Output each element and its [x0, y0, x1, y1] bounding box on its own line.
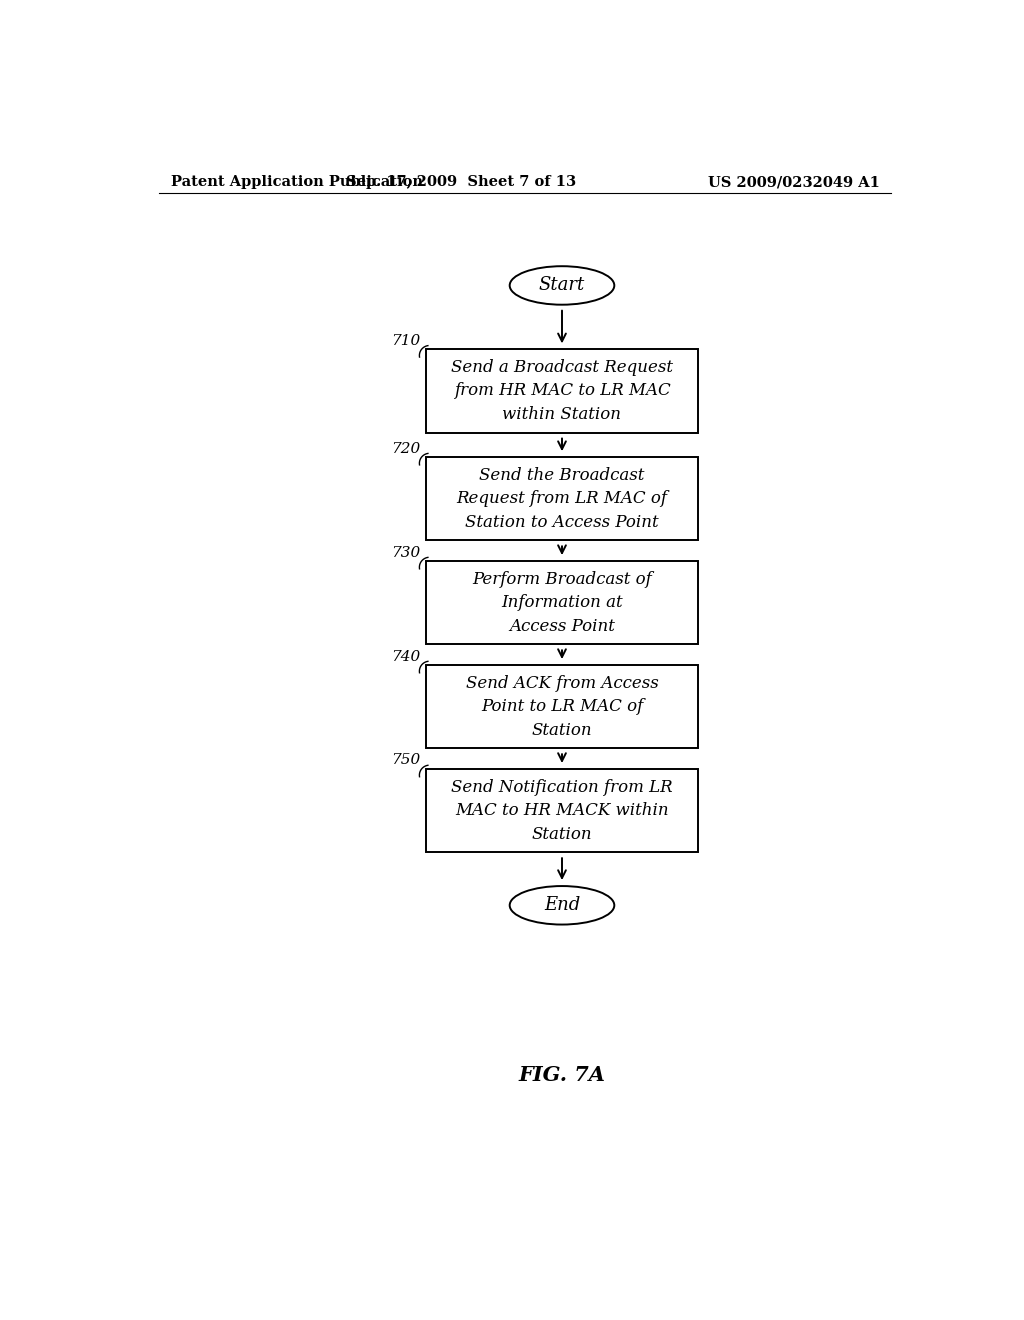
- Text: 740: 740: [391, 649, 420, 664]
- Text: Patent Application Publication: Patent Application Publication: [171, 176, 423, 189]
- Text: Send Notification from LR
MAC to HR MACK within
Station: Send Notification from LR MAC to HR MACK…: [452, 779, 673, 842]
- Text: Send ACK from Access
Point to LR MAC of
Station: Send ACK from Access Point to LR MAC of …: [466, 675, 658, 739]
- FancyBboxPatch shape: [426, 457, 697, 540]
- Text: FIG. 7A: FIG. 7A: [518, 1065, 605, 1085]
- Text: End: End: [544, 896, 581, 915]
- Text: 720: 720: [391, 442, 420, 455]
- Text: 750: 750: [391, 754, 420, 767]
- FancyBboxPatch shape: [426, 770, 697, 853]
- Text: Perform Broadcast of
Information at
Access Point: Perform Broadcast of Information at Acce…: [472, 570, 652, 635]
- Text: 730: 730: [391, 545, 420, 560]
- Text: Send a Broadcast Request
from HR MAC to LR MAC
within Station: Send a Broadcast Request from HR MAC to …: [451, 359, 673, 422]
- Text: Send the Broadcast
Request from LR MAC of
Station to Access Point: Send the Broadcast Request from LR MAC o…: [457, 467, 668, 531]
- Text: US 2009/0232049 A1: US 2009/0232049 A1: [708, 176, 880, 189]
- Text: Start: Start: [539, 276, 585, 294]
- FancyBboxPatch shape: [426, 350, 697, 433]
- Ellipse shape: [510, 886, 614, 924]
- Text: 710: 710: [391, 334, 420, 348]
- Text: Sep. 17, 2009  Sheet 7 of 13: Sep. 17, 2009 Sheet 7 of 13: [346, 176, 577, 189]
- Ellipse shape: [510, 267, 614, 305]
- FancyBboxPatch shape: [426, 665, 697, 748]
- FancyBboxPatch shape: [426, 561, 697, 644]
